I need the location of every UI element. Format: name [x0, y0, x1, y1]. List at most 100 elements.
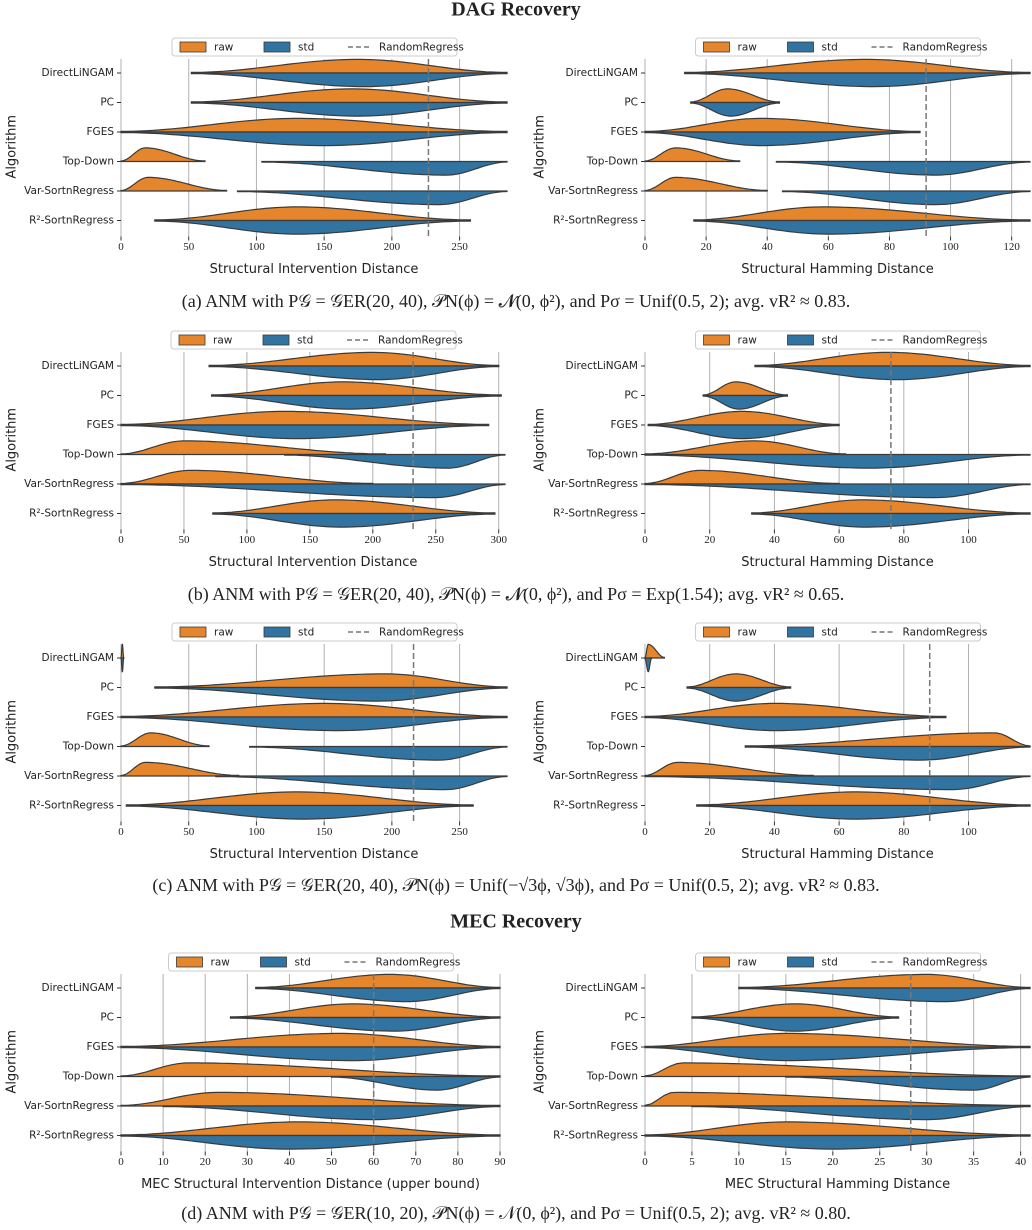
violin-half	[120, 657, 125, 673]
category-label: DirectLiNGAM	[42, 652, 114, 664]
violin-half	[330, 1075, 501, 1091]
x-tick-label: 40	[284, 1156, 296, 1168]
x-tick-label: 40	[762, 241, 774, 253]
x-axis-label: Structural Hamming Distance	[741, 262, 934, 277]
category-label: PC	[100, 1012, 114, 1024]
violin-half	[644, 117, 921, 133]
x-tick-label: 0	[642, 241, 648, 253]
x-tick-label: 120	[1003, 241, 1020, 253]
legend-swatch	[787, 956, 814, 968]
violin-half	[210, 394, 502, 410]
x-tick-label: 30	[242, 1156, 254, 1168]
x-axis-label: Structural Intervention Distance	[210, 262, 419, 277]
x-tick-label: 15	[780, 1156, 792, 1168]
x-tick-label: 100	[942, 241, 959, 253]
x-axis-label: Structural Intervention Distance	[209, 555, 418, 570]
violin-half	[696, 791, 1031, 807]
violin-half	[125, 791, 474, 807]
y-axis-label: Algorithm	[5, 700, 20, 764]
x-tick-label: 40	[1015, 1156, 1027, 1168]
x-tick-label: 150	[316, 826, 333, 838]
legend-box	[171, 37, 458, 57]
legend-box	[170, 330, 457, 350]
violin-half	[738, 973, 1031, 989]
x-tick-label: 0	[642, 534, 648, 546]
violin-half	[644, 657, 653, 673]
violin-half	[647, 424, 840, 440]
legend-label: RandomRegress	[903, 335, 988, 347]
x-tick-label: 20	[827, 1156, 839, 1168]
category-label: DirectLiNGAM	[566, 360, 638, 372]
legend-label: raw	[738, 42, 758, 54]
category-label: PC	[624, 97, 638, 109]
category-label: R²-SortnRegress	[553, 508, 638, 520]
violin-half	[120, 131, 508, 147]
violin-half	[751, 512, 1031, 528]
category-label: R²-SortnRegress	[553, 215, 638, 227]
violin-half	[120, 1091, 501, 1107]
category-label: PC	[100, 390, 114, 402]
violin-half	[644, 131, 921, 147]
x-tick-label: 0	[642, 826, 648, 838]
x-tick-label: 40	[769, 534, 781, 546]
category-label: Var-SortnRegress	[24, 185, 114, 197]
violin-half	[120, 469, 374, 485]
legend-label: RandomRegress	[903, 42, 988, 54]
category-label: FGES	[87, 711, 115, 723]
violin-half	[686, 673, 792, 689]
category-label: R²-SortnRegress	[29, 215, 114, 227]
x-tick-label: 50	[183, 241, 195, 253]
violin-half	[781, 190, 1031, 206]
violin-half	[154, 219, 472, 235]
violin-half	[154, 673, 508, 689]
x-tick-label: 40	[769, 826, 781, 838]
x-tick-label: 60	[368, 1156, 380, 1168]
violin-half	[261, 160, 508, 176]
category-label: PC	[624, 1012, 638, 1024]
legend-label: std	[822, 957, 838, 969]
violin-half	[644, 643, 666, 659]
violin-half	[120, 1062, 501, 1078]
violin-half	[702, 381, 789, 397]
y-axis-label: Algorithm	[533, 115, 548, 179]
violin-half	[644, 1046, 1031, 1062]
legend-label: RandomRegress	[379, 627, 464, 639]
category-label: DirectLiNGAM	[42, 67, 114, 79]
x-tick-label: 10	[158, 1156, 170, 1168]
x-tick-label: 20	[704, 826, 716, 838]
violin-half	[644, 176, 768, 192]
category-label: Top-Down	[62, 449, 114, 461]
legend-swatch	[787, 626, 814, 638]
x-axis-label: MEC Structural Intervention Distance (up…	[141, 1177, 480, 1192]
violin-half	[644, 483, 1031, 499]
x-tick-label: 50	[326, 1156, 338, 1168]
violin-half	[644, 469, 840, 485]
y-axis-label: Algorithm	[533, 700, 548, 764]
x-tick-label: 70	[410, 1156, 422, 1168]
violin-half	[236, 190, 508, 206]
heading: MEC Recovery	[450, 911, 582, 933]
x-tick-label: 90	[495, 1156, 507, 1168]
caption: (b) ANM with P𝒢 = 𝒢ER(20, 40), 𝒫N(ϕ) = 𝓝…	[188, 584, 845, 605]
x-tick-label: 0	[118, 241, 124, 253]
violin-half	[644, 761, 814, 777]
violin-half	[154, 686, 508, 702]
category-label: R²-SortnRegress	[29, 800, 114, 812]
category-label: PC	[100, 97, 114, 109]
category-label: Var-SortnRegress	[548, 185, 638, 197]
legend-swatch	[260, 956, 287, 968]
legend-swatch	[787, 41, 814, 53]
violin-half	[644, 1121, 1031, 1137]
legend-box	[695, 37, 981, 57]
x-tick-label: 80	[898, 826, 910, 838]
x-axis-label: Structural Hamming Distance	[741, 847, 934, 862]
category-label: PC	[100, 682, 114, 694]
legend-label: raw	[214, 627, 234, 639]
category-label: Top-Down	[62, 156, 114, 168]
legend-swatch	[787, 334, 814, 346]
violin-half	[644, 1062, 1031, 1078]
violin-half	[690, 88, 781, 104]
legend-label: raw	[213, 335, 233, 347]
heading: DAG Recovery	[451, 0, 580, 21]
